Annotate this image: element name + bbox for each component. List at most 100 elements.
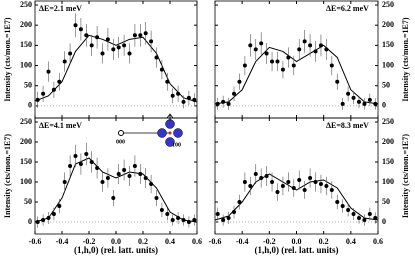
data-point [132,23,137,47]
point [356,216,361,220]
data-point [308,34,313,57]
point [138,172,143,176]
data-point [100,43,105,64]
point [362,218,367,222]
y-tick-label: 200 [382,137,394,146]
data-point [62,51,67,72]
point [291,63,296,68]
point [149,39,154,44]
x-tick-label: -0.4 [236,237,249,246]
data-point [264,42,269,64]
point [221,218,226,222]
point [373,101,378,106]
data-point [226,212,231,224]
point [41,218,46,222]
data-point [100,172,105,192]
data-point [270,51,275,72]
data-point [35,216,40,228]
data-point [248,34,253,57]
point [122,168,127,172]
point [116,172,121,176]
data-point [237,73,242,90]
data-point [192,214,197,226]
point [154,55,159,60]
data-point [362,214,367,226]
data-point [149,174,154,194]
point [286,180,291,184]
point [232,91,237,96]
point [176,216,181,220]
inset-label: 100 [172,142,181,148]
data-point [170,214,175,226]
data-point [356,95,361,108]
point [100,51,105,56]
data-point [138,23,143,47]
data-point [286,47,291,68]
inset-label: 000 [116,139,125,145]
point [253,47,258,52]
point [335,79,340,84]
data-point [286,172,291,192]
point [264,51,269,56]
data-point [73,13,78,38]
point [73,23,78,28]
point [324,184,329,188]
data-point [242,172,247,192]
point [111,196,116,200]
point [275,190,280,194]
data-point [329,55,334,76]
point [308,176,313,180]
point [346,208,351,212]
data-point [143,21,148,45]
point [105,176,110,180]
x-tick-label: 0.0 [111,237,121,246]
x-tick-label: 0.6 [373,237,383,246]
point [95,35,100,40]
point [73,154,78,158]
panel-annotation: ΔE=6.2 meV [326,4,369,13]
data-point [143,168,148,188]
point [154,196,159,200]
data-point [318,34,323,57]
point [89,43,94,48]
point [242,63,247,68]
point [297,47,302,52]
point [105,37,110,42]
point [51,87,56,92]
point [176,91,181,96]
data-point [253,164,258,184]
data-point [215,97,220,110]
data-point [138,164,143,184]
point [313,180,318,184]
data-point [362,98,367,110]
point [253,172,258,176]
fit-line [34,34,198,103]
y-tick-label: 200 [20,137,32,146]
point [237,200,242,204]
point [192,97,197,102]
point [122,43,127,48]
y-tick-label: 150 [20,40,32,49]
data-point [324,38,329,60]
point [35,220,40,224]
data-point [41,214,46,226]
data-point [84,23,89,47]
y-tick-label: 250 [382,0,394,9]
data-point [68,155,73,177]
data-point [275,183,280,201]
point [170,93,175,98]
data-point [237,194,242,210]
y-tick-label: 150 [382,40,394,49]
data-point [242,55,247,76]
data-point [105,168,110,188]
point [35,97,40,102]
data-point [232,205,237,219]
data-point [335,73,340,90]
data-point [95,157,100,179]
point [237,79,242,84]
data-point [165,72,170,91]
data-point [192,93,197,107]
inset-diagram: 000 100 [116,113,183,148]
data-point [324,176,329,196]
point [143,176,148,180]
